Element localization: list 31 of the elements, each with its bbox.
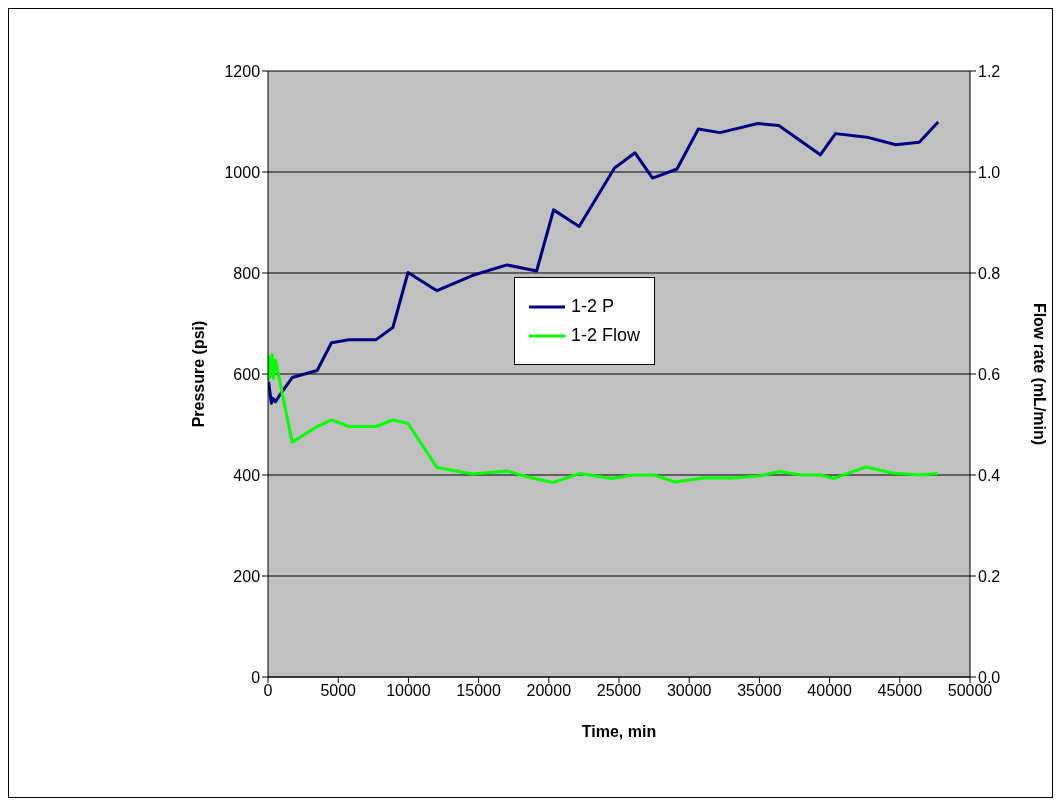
y-tick-label: 1000 — [224, 163, 261, 181]
y2-tick-label: 0.4 — [978, 466, 1001, 484]
x-tick-label: 45000 — [877, 682, 923, 700]
x-tick-label: 35000 — [737, 682, 782, 700]
x-tick-label: 15000 — [456, 682, 501, 700]
x-tick-label: 40000 — [807, 682, 852, 700]
x-axis-title: Time, min — [581, 723, 657, 740]
y2-tick-label: 0.2 — [978, 567, 1001, 585]
x-tick-label: 30000 — [666, 682, 712, 700]
x-tick-label: 50000 — [947, 682, 993, 700]
y2-axis-title: Flow rate (mL/min) — [1031, 302, 1049, 446]
legend-label: 1-2 P — [571, 296, 615, 317]
y-tick-label: 400 — [233, 466, 261, 484]
y-tick-label: 800 — [233, 264, 261, 282]
y2-tick-label: 0.6 — [978, 365, 1001, 383]
y-axis-title: Pressure (psi) — [189, 320, 207, 428]
y-tick-label: 1200 — [224, 62, 261, 80]
line-series — [268, 353, 940, 485]
x-tick-label: 0 — [263, 682, 273, 700]
x-tick-label: 20000 — [526, 682, 572, 700]
y-tick-label: 600 — [233, 365, 261, 383]
y2-tick-label: 0.8 — [978, 264, 1001, 282]
legend-label: 1-2 Flow — [571, 325, 641, 346]
x-tick-label: 10000 — [386, 682, 431, 700]
y-tick-label: 0 — [251, 668, 261, 686]
y-tick-label: 200 — [233, 567, 261, 585]
x-tick-label: 25000 — [596, 682, 642, 700]
y2-tick-label: 1.0 — [978, 163, 1001, 181]
y2-tick-label: 1.2 — [978, 62, 1001, 80]
x-tick-label: 5000 — [320, 682, 357, 700]
line-series — [268, 120, 940, 405]
